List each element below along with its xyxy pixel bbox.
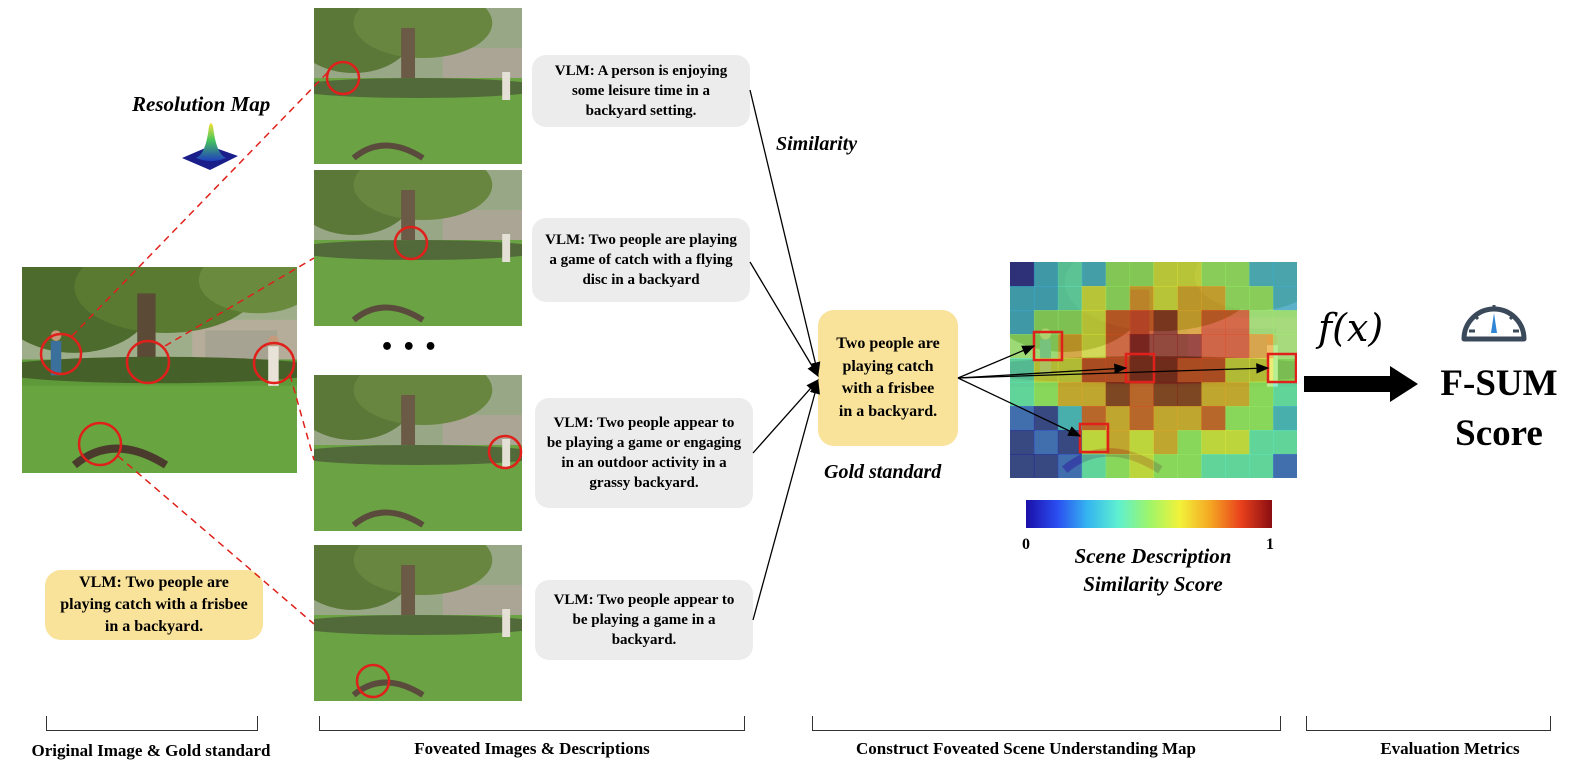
foveated-image-1 [314,8,522,164]
foveated-caption-1: VLM: A person is enjoying some leisure t… [532,55,750,127]
similarity-label: Similarity [776,133,858,155]
foveated-image-4 [314,545,522,701]
foveated-caption-4: VLM: Two people appear to be playing a g… [535,580,753,660]
colorbar-title-line2: Similarity Score [1083,572,1223,596]
similarity-colorbar [1026,500,1272,528]
foveated-image-3 [314,375,522,531]
section-label-metrics: Evaluation Metrics [1380,739,1520,758]
section-bracket-original [46,716,258,731]
original-image [22,267,297,473]
foveated-caption-3: VLM: Two people appear to be playing a g… [535,398,753,508]
foveated-image-2 [314,170,522,326]
heatmap-highlight-box [1078,422,1110,454]
score-line2: Score [1455,413,1543,454]
colorbar-title-line1: Scene Description [1074,544,1232,568]
resolution-map-label: Resolution Map [132,92,271,116]
section-label-map: Construct Foveated Scene Understanding M… [856,739,1196,758]
gaussian-surface-icon [182,123,238,170]
section-bracket-metrics [1306,716,1551,731]
arrow-right-icon [1304,366,1418,402]
ellipsis: • • • [380,335,438,360]
foveated-caption-2: VLM: Two people are playing a game of ca… [532,218,750,302]
gauge-icon [1461,305,1527,342]
colorbar-max-label: 1 [1266,536,1274,553]
section-label-original: Original Image & Gold standard [31,741,271,760]
original-vlm-caption: VLM: Two people are playing catch with a… [45,570,263,640]
colorbar-min-label: 0 [1022,536,1030,553]
gold-standard-label: Gold standard [824,461,942,483]
section-bracket-map [812,716,1281,731]
scene-understanding-heatmap [1010,262,1297,478]
gold-standard-caption: Two people are playing catch with a fris… [818,310,958,446]
section-label-foveated: Foveated Images & Descriptions [414,739,650,758]
function-label: f(x) [1318,306,1384,350]
score-line1: F-SUM [1440,363,1558,404]
section-bracket-foveated [319,716,745,731]
